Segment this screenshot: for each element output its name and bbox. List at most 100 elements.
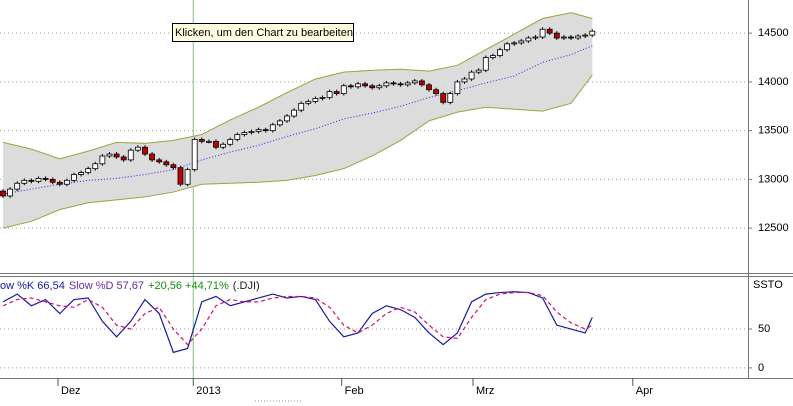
- panel-label: SSTO: [753, 279, 783, 291]
- candle: [589, 29, 596, 38]
- candle: [191, 137, 198, 172]
- candle: [539, 27, 546, 39]
- candle: [291, 108, 297, 118]
- candle-body: [170, 164, 177, 169]
- candle: [355, 81, 361, 89]
- candle: [0, 189, 6, 198]
- legend-text: ow %K 66,54: [0, 280, 65, 292]
- candle-body: [525, 37, 532, 42]
- candle-body: [362, 83, 368, 87]
- candle-body: [191, 139, 198, 171]
- tooltip[interactable]: Klicken, um den Chart zu bearbeiten: [172, 23, 354, 42]
- candle: [404, 80, 411, 87]
- legend-text: Slow %D 57,67: [69, 280, 144, 292]
- candle-body: [142, 146, 148, 155]
- tooltip-box: [172, 23, 354, 42]
- candle-body: [149, 153, 155, 161]
- candle: [56, 180, 63, 187]
- candle-body: [234, 134, 241, 140]
- candle: [461, 77, 468, 84]
- candle-body: [78, 172, 84, 175]
- candle: [511, 40, 518, 46]
- legend-text: +20,56 +44,71%: [148, 280, 229, 292]
- candle-body: [163, 161, 170, 166]
- candle-body: [177, 167, 184, 185]
- candle: [63, 178, 70, 187]
- stoch-line: [2, 291, 593, 354]
- candle: [92, 161, 99, 171]
- candle-body: [205, 140, 212, 143]
- candle-body: [418, 80, 425, 86]
- candle: [213, 139, 219, 150]
- legend-text: (.DJI): [233, 280, 260, 292]
- candle-body: [276, 120, 283, 126]
- x-tick-label: Apr: [636, 385, 653, 397]
- candle: [326, 89, 333, 100]
- x-tick-label: Mrz: [476, 385, 494, 397]
- candle-body: [127, 149, 134, 161]
- y-tick-label: 14000: [758, 76, 789, 88]
- candle-body: [546, 28, 553, 34]
- candle-body: [454, 81, 461, 94]
- candle-body: [355, 83, 361, 88]
- candle-body: [312, 98, 319, 102]
- candle: [575, 34, 581, 40]
- candle-body: [489, 55, 496, 58]
- candle-body: [92, 163, 99, 170]
- candle-body: [383, 82, 390, 87]
- candle-body: [347, 85, 354, 88]
- candle: [553, 31, 560, 40]
- candle: [504, 41, 510, 52]
- candle: [163, 159, 170, 167]
- candle: [149, 152, 155, 162]
- candle: [156, 157, 163, 164]
- candle-body: [326, 91, 333, 98]
- candle: [99, 154, 106, 166]
- candle: [142, 145, 148, 156]
- candle-body: [106, 153, 113, 157]
- candle-body: [35, 178, 42, 182]
- candle: [568, 35, 574, 40]
- candle-body: [0, 190, 6, 197]
- candle-body: [504, 43, 510, 51]
- candle-body: [21, 179, 28, 184]
- y-tick-label: 13500: [758, 125, 789, 137]
- candle: [468, 70, 475, 81]
- candle: [49, 177, 56, 185]
- candle: [170, 162, 177, 170]
- candle: [220, 142, 226, 150]
- candle-body: [71, 174, 77, 181]
- candle-body: [461, 78, 468, 83]
- candle-body: [284, 115, 290, 122]
- candle: [71, 172, 77, 183]
- candle-body: [42, 178, 49, 180]
- candle-body: [390, 82, 397, 85]
- candle-body: [518, 40, 525, 44]
- candle-body: [262, 129, 269, 132]
- candle: [227, 137, 234, 147]
- candle: [369, 83, 376, 90]
- candle-body: [14, 182, 21, 190]
- candle-body: [532, 36, 539, 39]
- candle: [362, 81, 368, 88]
- candle: [411, 78, 418, 85]
- candle-body: [482, 57, 489, 71]
- candle: [78, 170, 84, 177]
- candle-body: [560, 36, 567, 39]
- candle-body: [305, 100, 312, 104]
- candle: [447, 91, 454, 105]
- candle: [35, 176, 42, 184]
- candle: [298, 101, 305, 113]
- candle: [582, 33, 589, 39]
- candle: [433, 87, 439, 96]
- candle: [383, 80, 390, 88]
- candle: [546, 27, 553, 36]
- candle-body: [340, 85, 347, 94]
- candle: [113, 152, 120, 159]
- candle-body: [568, 36, 574, 39]
- candle: [21, 178, 28, 186]
- candle-body: [553, 32, 560, 39]
- candle-body: [85, 168, 92, 173]
- candle-body: [7, 188, 13, 197]
- candle: [340, 83, 347, 96]
